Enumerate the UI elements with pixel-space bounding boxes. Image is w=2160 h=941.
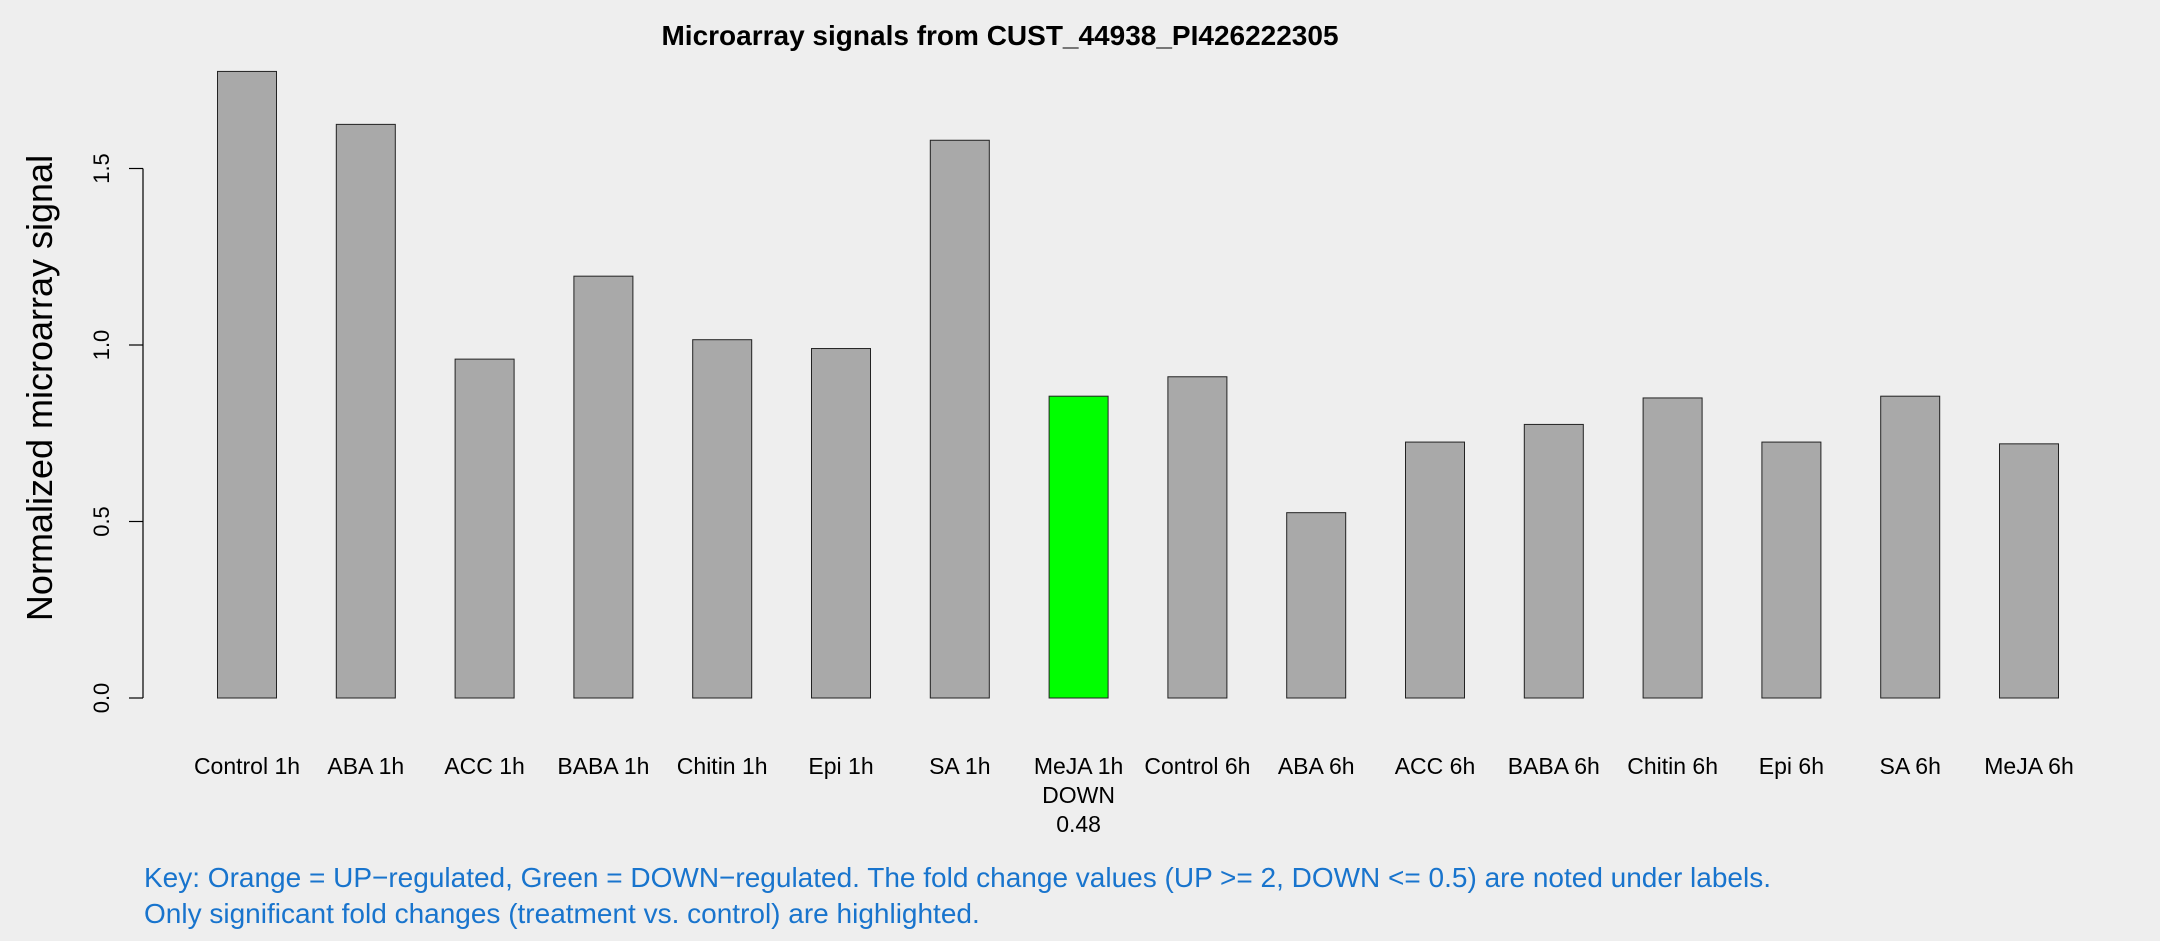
x-tick-label: BABA 1h [557,753,649,779]
bar [1642,397,1703,699]
bar [1405,441,1465,699]
x-tick-label: ACC 1h [444,753,525,779]
bar [1167,376,1228,699]
bar [454,358,515,699]
x-tick-label: MeJA 6h [1984,753,2074,779]
x-tick-label: Epi 6h [1759,753,1824,779]
y-tick-label: 1.0 [89,330,114,361]
bars-group [217,70,2059,699]
x-tick-label: ABA 1h [327,753,404,779]
y-axis-label: Normalized microarray signal [19,155,60,621]
fold-change-annotation: 0.48 [1056,811,1101,837]
bar [1048,395,1109,699]
x-tick-label: ACC 6h [1395,753,1476,779]
x-tick-label: MeJA 1h [1034,753,1124,779]
bar [692,339,753,699]
bar [217,70,277,699]
bar [1880,395,1941,699]
bar [573,275,634,699]
y-tick-label: 1.5 [89,153,114,184]
bar [335,123,396,699]
bar [1761,441,1822,699]
key-line-2: Only significant fold changes (treatment… [144,898,980,929]
x-tick-label: BABA 6h [1508,753,1600,779]
x-tick-label: Control 1h [194,753,300,779]
x-tick-label: SA 1h [929,753,990,779]
chart-title: Microarray signals from CUST_44938_PI426… [661,20,1338,51]
bar [1999,443,2059,699]
x-axis-labels: Control 1h ABA 1h ACC 1h BABA 1h Chitin 1h Ep… [194,753,2074,837]
x-tick-label: Control 6h [1144,753,1250,779]
x-tick-label: Chitin 1h [677,753,768,779]
fold-change-annotation: DOWN [1042,782,1115,808]
bar [929,139,990,699]
y-tick-label: 0.5 [89,506,114,537]
x-tick-label: SA 6h [1880,753,1941,779]
bar [811,348,871,699]
x-tick-label: Chitin 6h [1627,753,1718,779]
bar [1286,512,1347,699]
y-tick-label: 0.0 [89,683,114,714]
bar [1523,423,1584,699]
x-tick-label: ABA 6h [1278,753,1355,779]
x-tick-label: Epi 1h [808,753,873,779]
y-axis: 0.0 0.5 1.0 1.5 [89,153,144,714]
key-line-1: Key: Orange = UP−regulated, Green = DOWN… [144,862,1771,893]
